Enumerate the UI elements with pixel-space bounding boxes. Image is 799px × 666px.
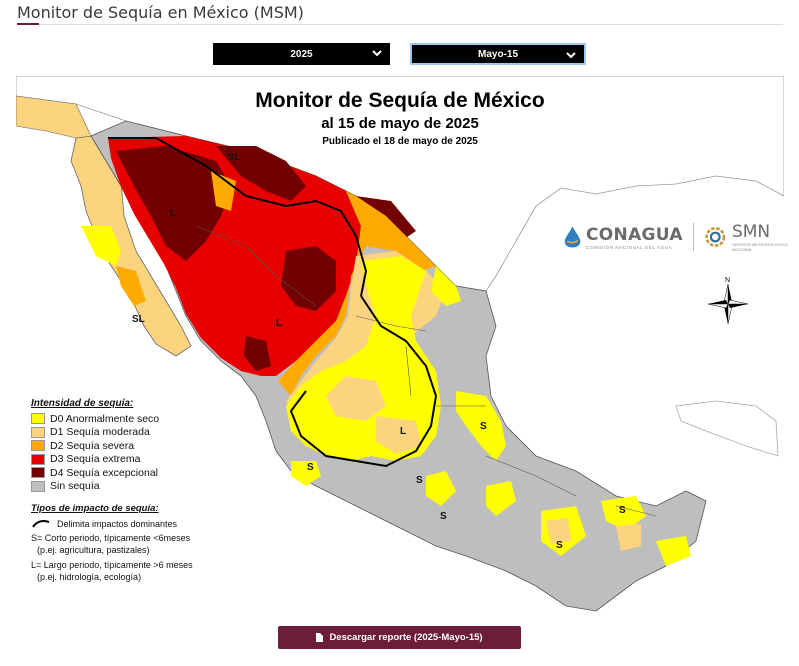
legend-label: D3 Sequía extrema: [50, 453, 141, 466]
d2-region: [278, 176, 436, 396]
d1-yucatan: [616, 524, 641, 551]
region-label: S: [480, 421, 487, 432]
impact-legend: Tipos de impacto de sequía: Delimita imp…: [31, 503, 193, 583]
page-title: Monitor de Sequía en México (MSM): [17, 3, 304, 22]
legend-heading: Intensidad de sequía:: [31, 398, 134, 409]
smn-spiral-icon: [705, 227, 725, 247]
d1-central-patches: [326, 376, 386, 421]
region-label: SL: [132, 314, 145, 325]
legend-swatch: [31, 440, 45, 452]
state-borders: [195, 225, 657, 517]
d0-pacific: [291, 461, 321, 486]
logo-divider: [692, 223, 694, 251]
chevron-down-icon: [372, 50, 382, 57]
legend-swatch: [31, 480, 45, 492]
baja-north-tan: [16, 95, 92, 139]
conagua-subtitle: COMISIÓN NACIONAL DEL AGUA: [586, 244, 673, 250]
conagua-logo-text: CONAGUA: [586, 224, 683, 245]
title-divider: [39, 24, 783, 25]
d2-region-2: [211, 171, 236, 211]
map-published-date: Publicado el 18 de mayo de 2025: [322, 136, 478, 147]
impact-heading: Tipos de impacto de sequía:: [31, 503, 159, 514]
date-select[interactable]: Mayo-15: [410, 43, 586, 65]
drought-map: SL L SL L L S S S S S S N: [16, 76, 784, 621]
impact-line-label: Delimita impactos dominantes: [57, 519, 178, 529]
legend-label: D2 Sequía severa: [50, 439, 135, 452]
baja-yellow: [81, 226, 121, 266]
legend-swatch: [31, 467, 45, 479]
legend-item: D1 Sequía moderada: [31, 426, 159, 440]
d4-region-2: [216, 146, 306, 201]
map-subtitle: al 15 de mayo de 2025: [321, 115, 479, 132]
chevron-down-icon: [566, 52, 576, 59]
drought-legend: Intensidad de sequía: D0 Anormalmente se…: [31, 398, 159, 493]
impact-long-label: L= Largo periodo, típicamente >6 meses: [31, 560, 193, 570]
smn-subtitle: SERVICIO METEOROLÓGICO NACIONAL: [731, 242, 788, 252]
date-select-value: Mayo-15: [477, 48, 518, 60]
d0-yucatan: [601, 496, 646, 531]
d4-region-1: [116, 146, 231, 261]
d1-central-patches-2: [376, 416, 421, 454]
impact-boundary-central: [289, 295, 438, 468]
compass-icon: [707, 283, 749, 325]
region-label: S: [556, 540, 563, 551]
region-label: S: [619, 505, 626, 516]
logos: CONAGUA COMISIÓN NACIONAL DEL AGUA SMN S…: [563, 222, 799, 252]
download-report-label: Descargar reporte (2025-Mayo-15): [329, 632, 483, 643]
impact-short-label: S= Corto periodo, típicamente <6meses: [31, 533, 191, 543]
region-label: S: [416, 475, 423, 486]
legend-swatch: [31, 426, 45, 438]
boundary-line-icon: [32, 520, 50, 528]
smn-logo-text: SMN: [731, 222, 771, 242]
conagua-drop-icon: [564, 226, 581, 248]
d1-south: [546, 518, 571, 544]
region-label: L: [400, 426, 406, 437]
impact-long-example: (p.ej. hidrología, ecología): [37, 572, 142, 582]
d0-gulf-coast: [456, 391, 506, 461]
legend-swatch: [31, 413, 45, 425]
baja-orange: [116, 266, 146, 306]
title-accent: [17, 23, 39, 25]
legend-item: D4 Sequía excepcional: [31, 466, 159, 480]
legend-label: D4 Sequía excepcional: [50, 466, 158, 479]
region-label: L: [170, 208, 176, 219]
legend-item: Sin sequía: [31, 480, 159, 494]
legend-label: Sin sequía: [50, 480, 100, 493]
region-label: L: [276, 318, 282, 329]
cuba-outline: [675, 400, 779, 457]
map-graphic: SL L SL L L S S S S S S N: [16, 76, 784, 612]
compass-north-label: N: [725, 277, 730, 284]
region-label: SL: [228, 152, 241, 163]
impact-boundary-north: [108, 137, 368, 297]
download-report-button[interactable]: Descargar reporte (2025-Mayo-15): [278, 626, 521, 649]
impact-line-item: Delimita impactos dominantes: [31, 518, 193, 530]
legend-item: D3 Sequía extrema: [31, 453, 159, 467]
legend-label: D0 Anormalmente seco: [50, 412, 160, 425]
map-title: Monitor de Sequía de México: [255, 89, 545, 112]
document-icon: [316, 633, 324, 642]
legend-swatch: [31, 453, 45, 465]
d4-region-3: [281, 246, 336, 311]
impact-short-example: (p.ej. agricultura, pastizales): [37, 545, 150, 555]
region-label: S: [440, 511, 447, 522]
baja-california: [70, 135, 192, 357]
d0-region-central: [286, 256, 441, 461]
d0-northeast: [431, 266, 461, 306]
legend-label: D1 Sequía moderada: [50, 426, 150, 439]
year-select-value: 2025: [290, 48, 313, 60]
d4-region-4: [244, 336, 271, 371]
year-select[interactable]: 2025: [213, 43, 390, 65]
d0-yucatan-2: [656, 536, 691, 566]
d0-south-1: [426, 471, 456, 506]
region-label: S: [307, 462, 314, 473]
d0-south-2: [486, 481, 516, 516]
legend-item: D2 Sequía severa: [31, 439, 159, 453]
legend-item: D0 Anormalmente seco: [31, 412, 159, 426]
